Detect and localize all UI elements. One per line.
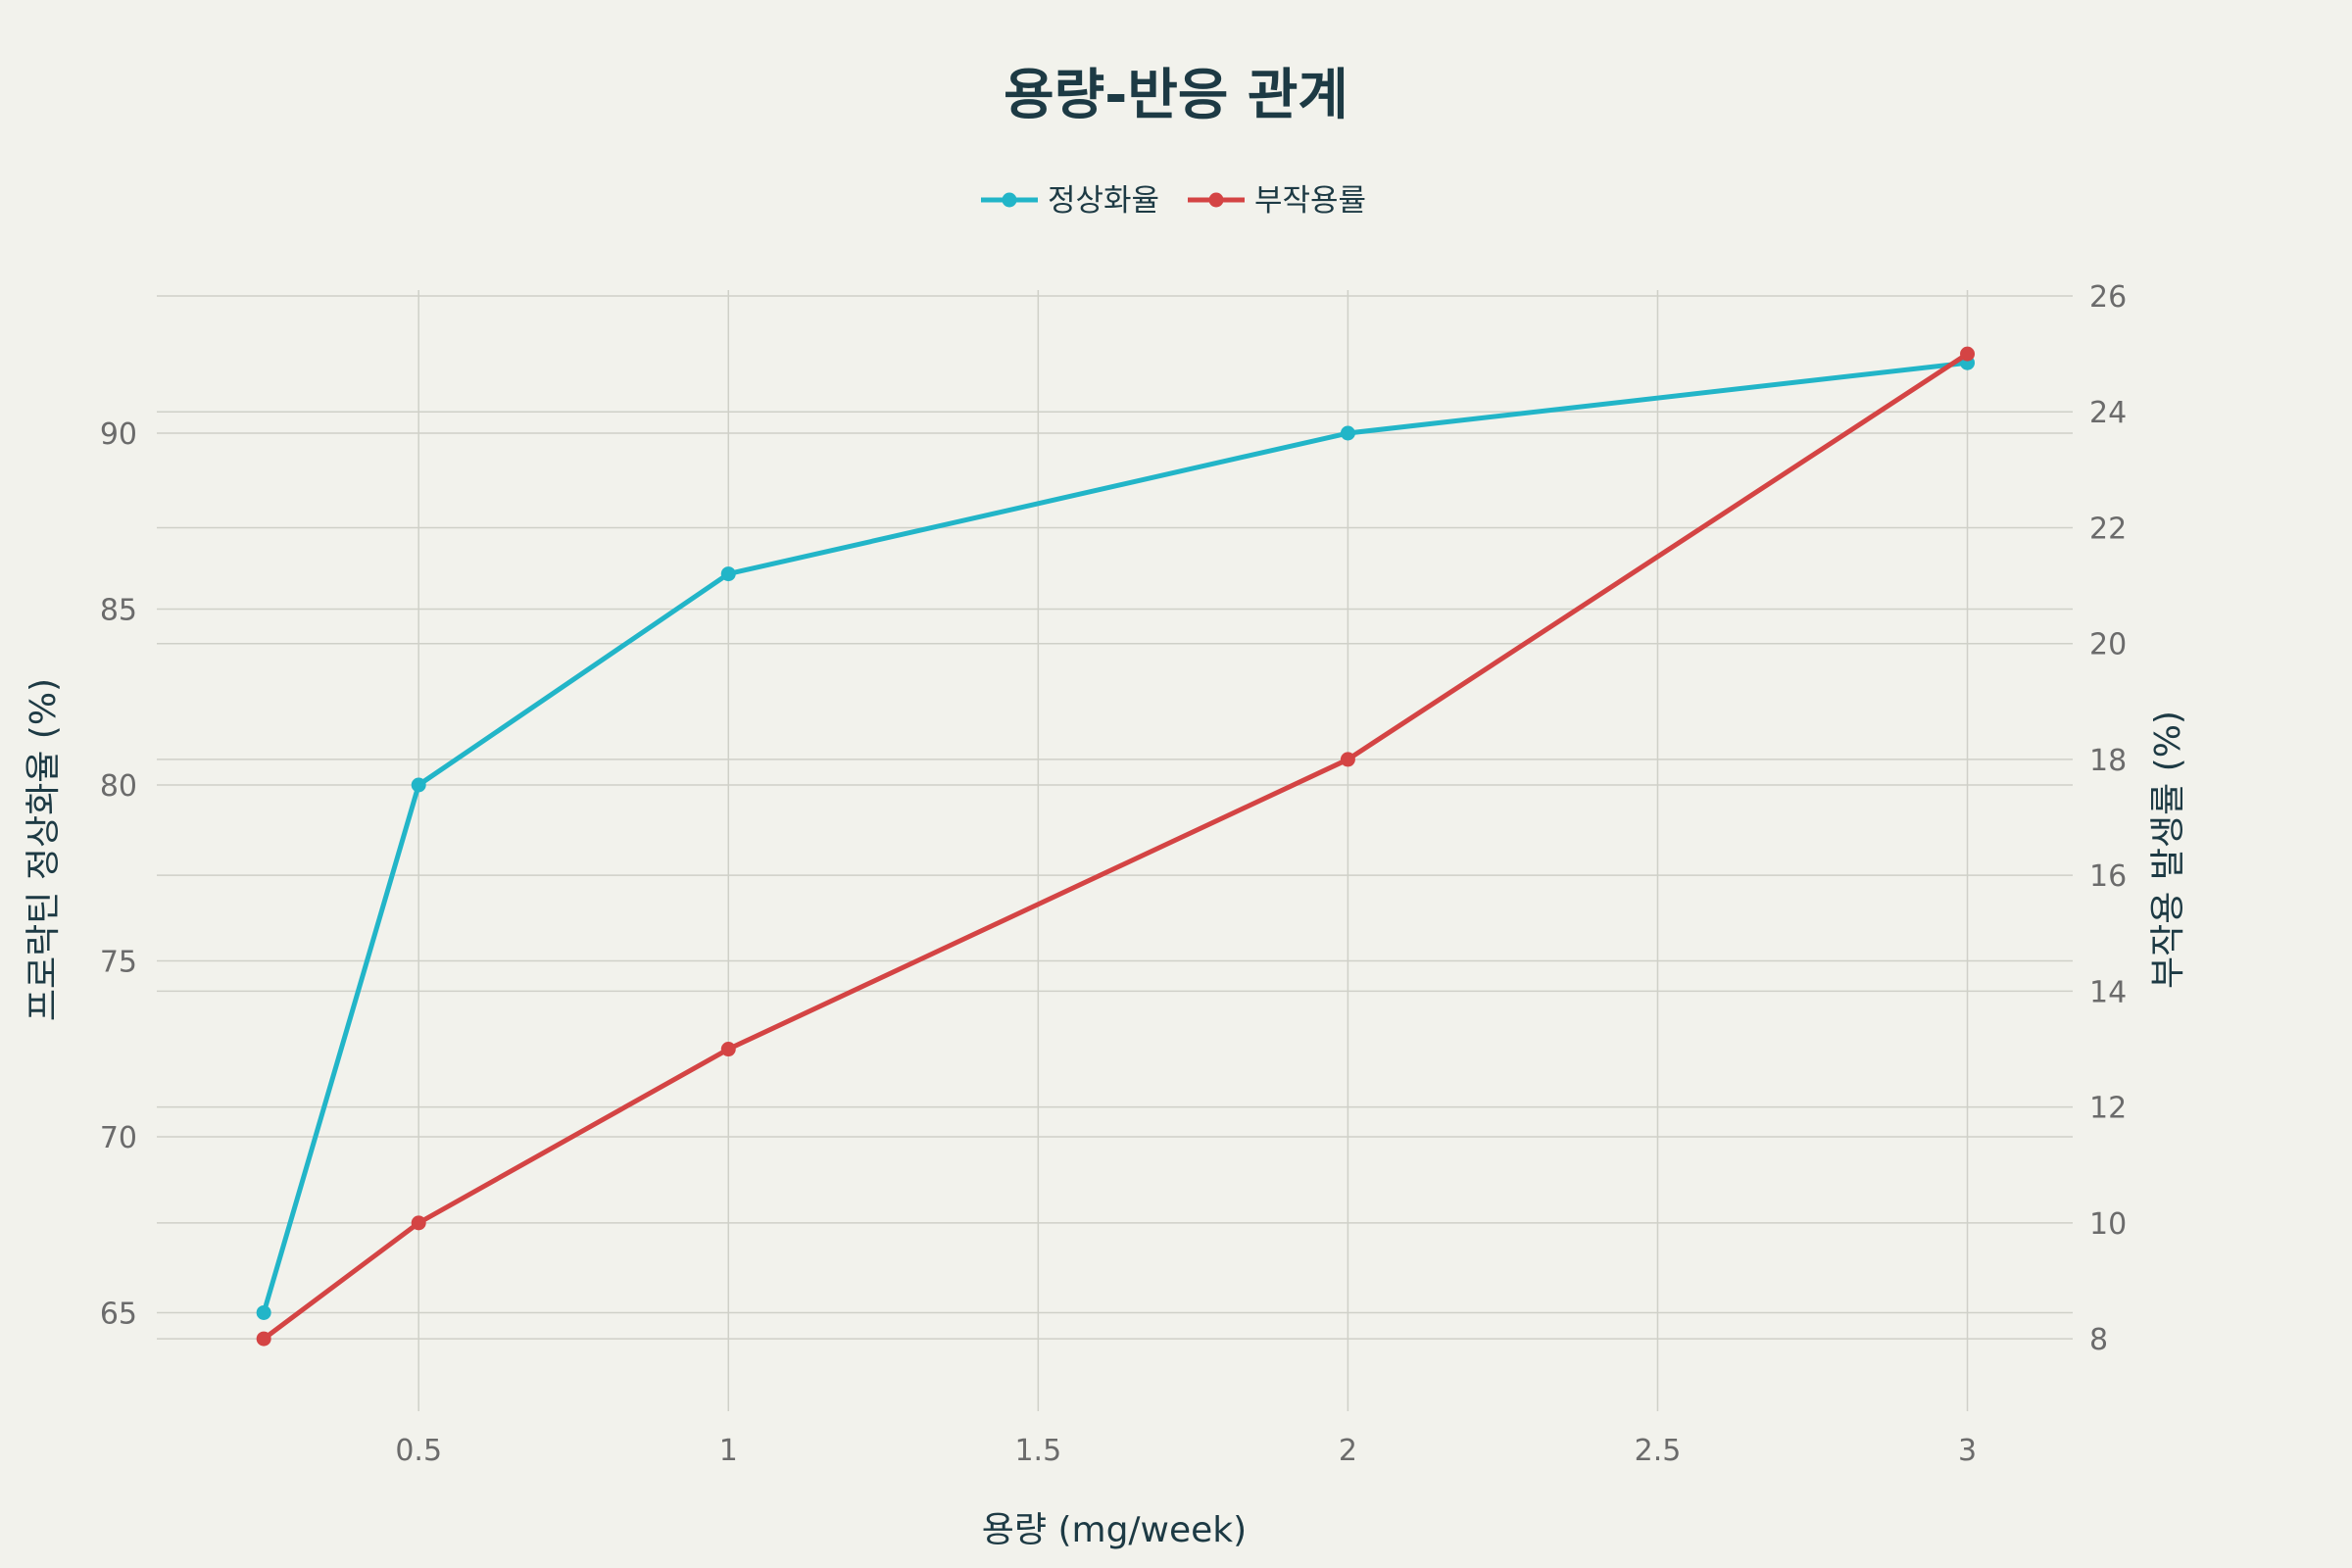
y-right-tick-label: 16: [2089, 859, 2127, 894]
y-left-axis-ticks: 65 70 75 80 85 90: [100, 417, 137, 1331]
y-right-tick-label: 12: [2089, 1092, 2127, 1126]
y-right-tick-label: 26: [2089, 280, 2127, 315]
x-tick-label: 1: [719, 1434, 738, 1468]
x-tick-label: 1.5: [1014, 1434, 1061, 1468]
normalization-rate-point: [720, 566, 736, 582]
series-layer: [256, 346, 1976, 1347]
normalization-rate-point: [411, 777, 426, 793]
normalization-rate-line: [261, 360, 1968, 1314]
legend-label-side-effect-rate: 부작용률: [1254, 183, 1366, 219]
legend-label-normalization-rate: 정상화율: [1048, 183, 1159, 219]
legend-marker-normalization-rate: [1002, 192, 1017, 208]
side-effect-rate-line: [262, 352, 1969, 1342]
y-left-tick-label: 70: [100, 1121, 137, 1155]
y-right-axis-ticks: 8 10 12 14 16 18 20 22 24 26: [2089, 280, 2127, 1357]
y-right-tick-label: 20: [2089, 628, 2127, 662]
y-left-axis-title: 프로락틴 정상화율 (%): [24, 678, 64, 1021]
y-right-axis-title: 부작용 발생률 (%): [2148, 710, 2188, 989]
chart-title: 용량-반응 관계: [1004, 64, 1348, 127]
x-axis-title: 용량 (mg/week): [982, 1510, 1247, 1550]
x-tick-label: 3: [1958, 1434, 1977, 1468]
x-tick-label: 2: [1339, 1434, 1357, 1468]
y-left-tick-label: 80: [100, 769, 137, 804]
x-tick-label: 0.5: [395, 1434, 442, 1468]
y-left-tick-label: 65: [100, 1297, 137, 1331]
grid-lines: [157, 290, 2073, 1411]
y-left-tick-label: 90: [100, 417, 137, 452]
y-right-tick-label: 24: [2089, 396, 2127, 430]
y-left-tick-label: 75: [100, 945, 137, 979]
side-effect-rate-point: [1340, 752, 1355, 767]
side-effect-rate-point: [256, 1331, 271, 1347]
x-axis-ticks: 0.5 1 1.5 2 2.5 3: [395, 1434, 1977, 1468]
side-effect-rate-point: [1960, 346, 1976, 362]
x-tick-label: 2.5: [1635, 1434, 1682, 1468]
side-effect-rate-point: [411, 1215, 426, 1231]
y-right-tick-label: 18: [2089, 744, 2127, 778]
y-right-tick-label: 8: [2089, 1323, 2108, 1357]
y-right-tick-label: 10: [2089, 1207, 2127, 1242]
y-right-tick-label: 14: [2089, 975, 2127, 1009]
side-effect-rate-point: [720, 1042, 736, 1057]
normalization-rate-point: [256, 1304, 271, 1320]
y-left-tick-label: 85: [100, 594, 137, 628]
y-right-tick-label: 22: [2089, 512, 2127, 546]
normalization-rate-point: [1340, 425, 1355, 441]
legend: 정상화율 부작용률: [981, 183, 1366, 219]
legend-marker-side-effect-rate: [1208, 192, 1224, 208]
